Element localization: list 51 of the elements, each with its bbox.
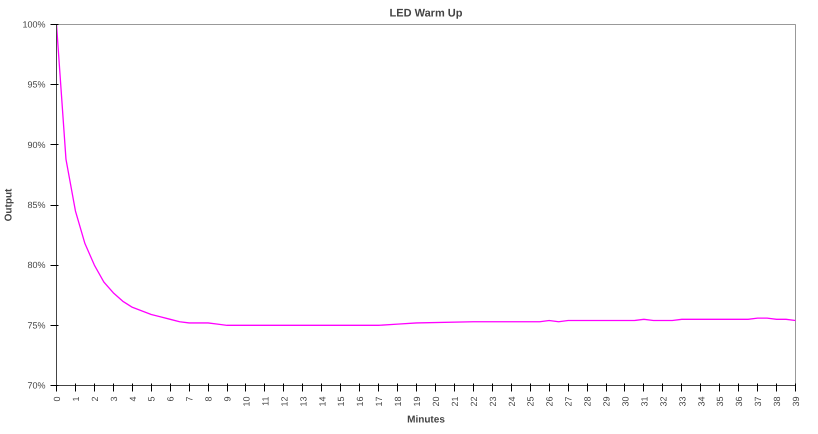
x-tick-label: 33 <box>677 396 688 407</box>
x-tick-label: 39 <box>791 396 801 407</box>
x-tick-label: 32 <box>658 396 668 407</box>
y-axis-title: Output <box>3 188 14 222</box>
x-tick-label: 3 <box>108 396 119 402</box>
x-tick-label: 16 <box>355 396 366 407</box>
x-tick-label: 13 <box>298 396 308 407</box>
x-tick-label: 20 <box>430 396 441 407</box>
x-axis-title: Minutes <box>407 414 446 426</box>
x-tick-label: 4 <box>128 396 138 402</box>
x-tick-label: 19 <box>412 396 422 407</box>
chart-title: LED Warm Up <box>390 8 463 20</box>
x-tick-label: 5 <box>146 396 157 402</box>
x-tick-label: 36 <box>734 396 744 407</box>
x-tick-label: 6 <box>166 396 176 402</box>
x-tick-label: 38 <box>772 396 782 407</box>
x-tick-label: 1 <box>70 396 81 402</box>
x-tick-label: 7 <box>184 396 195 402</box>
x-tick-label: 11 <box>260 396 270 406</box>
y-tick-label: 75% <box>27 320 46 330</box>
y-tick-label: 70% <box>27 380 46 390</box>
y-tick-label: 80% <box>27 260 46 270</box>
x-tick-label: 30 <box>620 396 630 407</box>
x-tick-label: 27 <box>564 396 574 407</box>
x-tick-label: 24 <box>506 396 517 407</box>
x-tick-label: 22 <box>468 396 479 407</box>
x-tick-label: 31 <box>639 396 650 407</box>
x-tick-label: 25 <box>526 396 536 407</box>
x-tick-label: 12 <box>279 396 290 407</box>
x-tick-label: 17 <box>374 396 384 407</box>
x-tick-label: 26 <box>544 396 555 407</box>
x-tick-label: 23 <box>488 396 498 407</box>
x-tick-label: 0 <box>52 396 62 402</box>
x-tick-label: 29 <box>602 396 612 407</box>
y-tick-label: 95% <box>27 80 46 90</box>
x-tick-label: 14 <box>317 396 328 407</box>
y-tick-label: 90% <box>27 140 46 150</box>
x-tick-label: 28 <box>582 396 593 407</box>
x-tick-label: 21 <box>450 396 460 407</box>
y-tick-label: 85% <box>27 200 46 210</box>
x-tick-label: 37 <box>753 396 764 407</box>
y-tick-label: 100% <box>22 20 46 30</box>
x-tick-label: 10 <box>241 396 252 407</box>
x-tick-label: 9 <box>222 396 233 402</box>
x-tick-label: 35 <box>715 396 726 407</box>
x-tick-label: 34 <box>696 396 706 407</box>
x-tick-label: 15 <box>336 396 346 407</box>
x-tick-label: 8 <box>204 396 214 402</box>
x-tick-label: 2 <box>90 396 100 402</box>
x-tick-label: 18 <box>393 396 404 407</box>
line-series <box>56 24 796 326</box>
